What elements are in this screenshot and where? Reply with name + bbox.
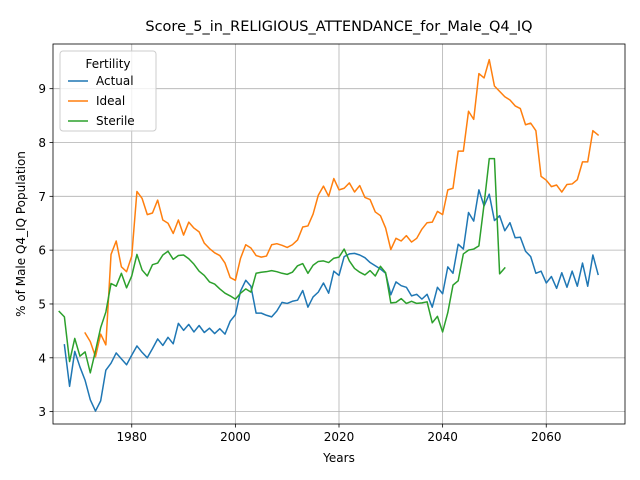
- x-tick-label: 2020: [324, 430, 355, 444]
- y-tick-label: 5: [38, 297, 46, 311]
- legend: Fertility Actual Ideal Sterile: [59, 50, 157, 132]
- y-tick-label: 9: [38, 82, 46, 96]
- x-axis-title: Years: [322, 451, 355, 465]
- legend-box: [59, 50, 157, 132]
- x-tick-label: 1980: [116, 430, 147, 444]
- series-line-ideal: [84, 58, 600, 358]
- y-tick-label: 3: [38, 405, 46, 419]
- y-axis-title: % of Male Q4_IQ Population: [14, 151, 28, 317]
- y-tick-label: 6: [38, 244, 46, 258]
- legend-label-sterile: Sterile: [96, 114, 135, 128]
- axis-ticks: 1980 2000 2020 2040 2060 3 4 5 6 7 8 9: [38, 82, 561, 444]
- y-tick-label: 7: [38, 190, 46, 204]
- chart-title: Score_5_in_RELIGIOUS_ATTENDANCE_for_Male…: [145, 19, 532, 35]
- grid: [53, 44, 625, 424]
- legend-label-actual: Actual: [96, 74, 134, 88]
- series-line-actual: [63, 189, 599, 412]
- x-tick-label: 2060: [531, 430, 562, 444]
- series-lines: [58, 58, 600, 412]
- y-tick-label: 4: [38, 351, 46, 365]
- y-tick-label: 8: [38, 136, 46, 150]
- x-tick-label: 2040: [427, 430, 458, 444]
- x-tick-label: 2000: [220, 430, 251, 444]
- legend-label-ideal: Ideal: [96, 94, 125, 108]
- series-line-sterile: [58, 157, 506, 374]
- legend-title: Fertility: [85, 57, 130, 71]
